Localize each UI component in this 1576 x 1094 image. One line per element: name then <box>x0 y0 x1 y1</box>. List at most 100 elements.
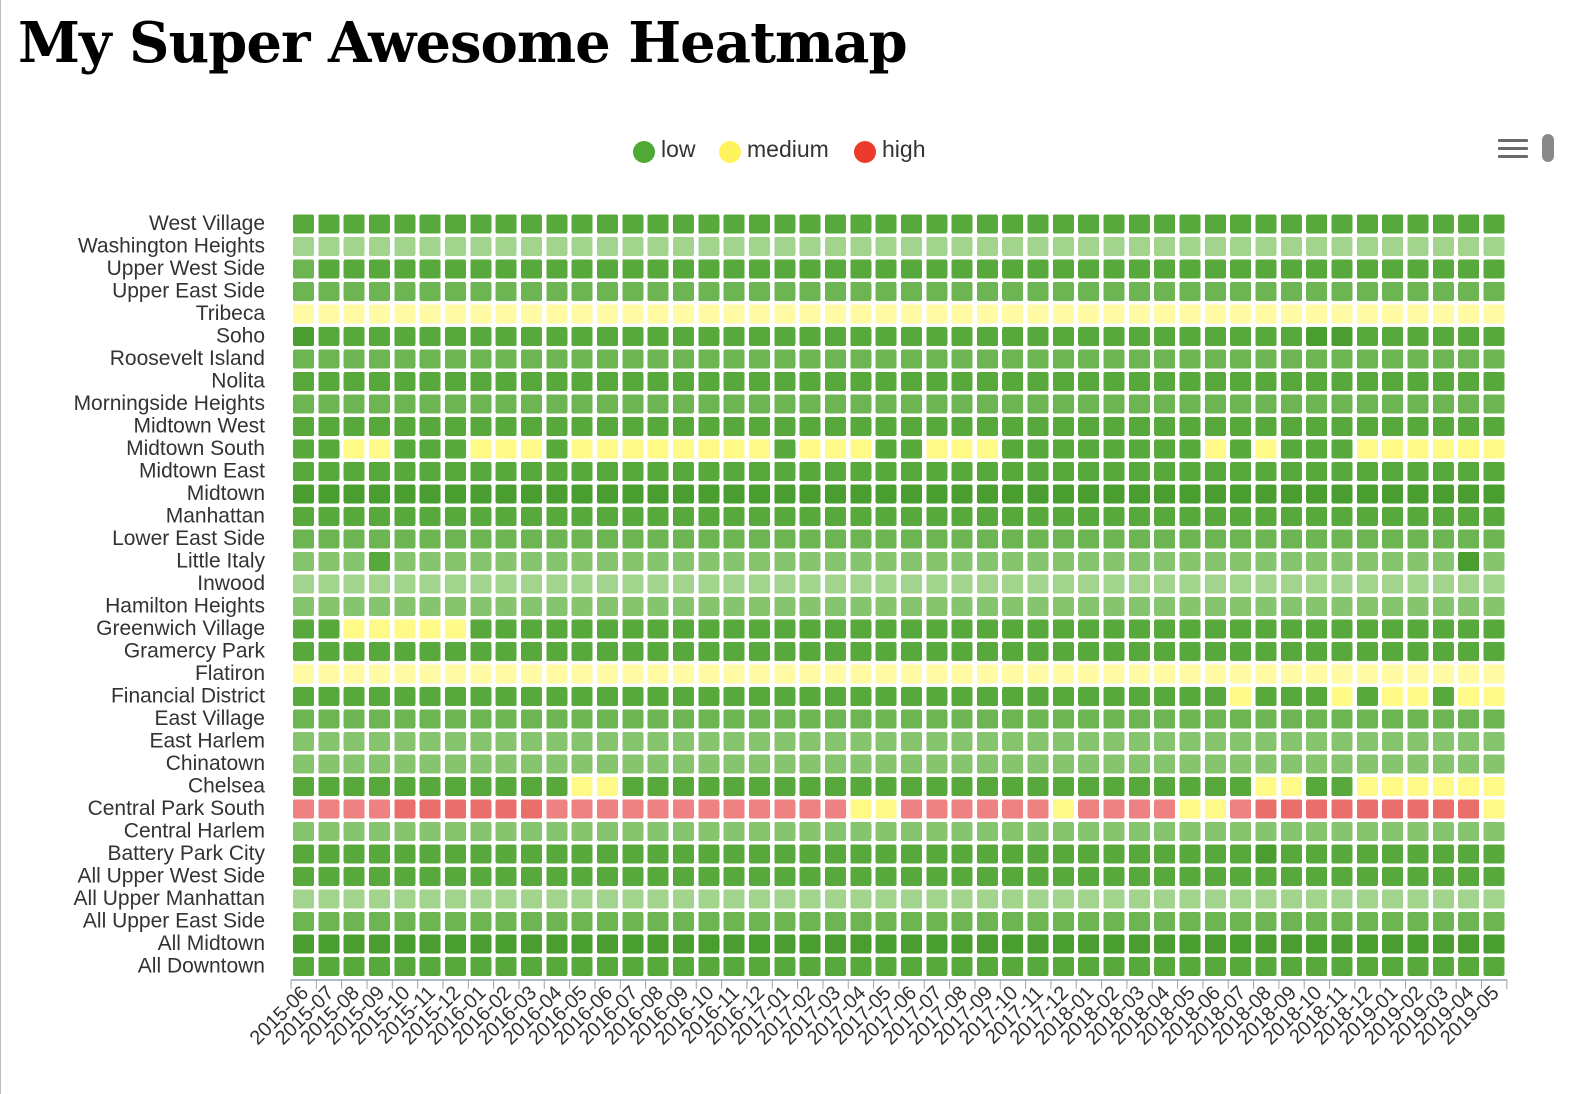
heatmap-cell[interactable] <box>1458 439 1480 459</box>
heatmap-cell[interactable] <box>1154 214 1176 234</box>
heatmap-cell[interactable] <box>444 597 466 616</box>
heatmap-cell[interactable] <box>698 507 720 526</box>
heatmap-cell[interactable] <box>368 439 390 459</box>
heatmap-cell[interactable] <box>1331 619 1353 639</box>
heatmap-cell[interactable] <box>1382 664 1404 684</box>
heatmap-cell[interactable] <box>1255 912 1277 931</box>
heatmap-cell[interactable] <box>647 552 669 571</box>
heatmap-cell[interactable] <box>723 282 745 301</box>
heatmap-cell[interactable] <box>293 777 314 796</box>
heatmap-cell[interactable] <box>520 867 542 886</box>
heatmap-cell[interactable] <box>520 912 542 931</box>
heatmap-cell[interactable] <box>444 529 466 549</box>
heatmap-cell[interactable] <box>900 574 922 594</box>
heatmap-cell[interactable] <box>1382 619 1404 639</box>
heatmap-cell[interactable] <box>495 462 517 481</box>
heatmap-cell[interactable] <box>672 709 694 729</box>
legend-label-medium[interactable]: medium <box>747 136 829 162</box>
heatmap-cell[interactable] <box>1052 484 1074 504</box>
heatmap-cell[interactable] <box>850 867 872 886</box>
heatmap-cell[interactable] <box>926 597 948 616</box>
heatmap-cell[interactable] <box>1255 552 1277 571</box>
heatmap-cell[interactable] <box>394 327 416 346</box>
heatmap-cell[interactable] <box>850 304 872 324</box>
heatmap-cell[interactable] <box>1483 372 1505 391</box>
heatmap-cell[interactable] <box>546 214 568 234</box>
heatmap-cell[interactable] <box>419 777 441 796</box>
heatmap-cell[interactable] <box>1280 889 1302 909</box>
heatmap-cell[interactable] <box>698 349 720 369</box>
heatmap-cell[interactable] <box>1458 709 1480 729</box>
heatmap-cell[interactable] <box>951 889 973 909</box>
heatmap-cell[interactable] <box>748 507 770 526</box>
heatmap-cell[interactable] <box>1483 597 1505 616</box>
heatmap-cell[interactable] <box>774 844 796 864</box>
heatmap-cell[interactable] <box>647 822 669 841</box>
heatmap-cell[interactable] <box>1052 237 1074 256</box>
heatmap-cell[interactable] <box>926 282 948 301</box>
heatmap-cell[interactable] <box>1128 709 1150 729</box>
heatmap-cell[interactable] <box>1027 799 1049 819</box>
heatmap-cell[interactable] <box>1052 349 1074 369</box>
heatmap-cell[interactable] <box>1483 754 1505 774</box>
heatmap-cell[interactable] <box>1356 867 1378 886</box>
heatmap-cell[interactable] <box>1356 597 1378 616</box>
heatmap-cell[interactable] <box>1356 372 1378 391</box>
heatmap-cell[interactable] <box>1382 304 1404 324</box>
heatmap-cell[interactable] <box>293 912 314 931</box>
heatmap-cell[interactable] <box>774 552 796 571</box>
heatmap-cell[interactable] <box>824 912 846 931</box>
heatmap-cell[interactable] <box>1128 754 1150 774</box>
heatmap-cell[interactable] <box>470 664 492 684</box>
heatmap-cell[interactable] <box>1154 259 1176 279</box>
heatmap-cell[interactable] <box>647 462 669 481</box>
heatmap-cell[interactable] <box>647 754 669 774</box>
heatmap-cell[interactable] <box>1002 484 1024 504</box>
heatmap-cell[interactable] <box>1458 282 1480 301</box>
heatmap-cell[interactable] <box>470 777 492 796</box>
heatmap-cell[interactable] <box>546 282 568 301</box>
heatmap-cell[interactable] <box>774 822 796 841</box>
heatmap-cell[interactable] <box>293 957 314 976</box>
heatmap-cell[interactable] <box>799 394 821 414</box>
heatmap-cell[interactable] <box>293 439 314 459</box>
heatmap-cell[interactable] <box>571 552 593 571</box>
heatmap-cell[interactable] <box>1128 394 1150 414</box>
heatmap-cell[interactable] <box>318 439 340 459</box>
heatmap-cell[interactable] <box>976 687 998 706</box>
heatmap-cell[interactable] <box>419 732 441 751</box>
heatmap-cell[interactable] <box>520 934 542 954</box>
heatmap-cell[interactable] <box>571 822 593 841</box>
heatmap-cell[interactable] <box>1306 259 1328 279</box>
heatmap-cell[interactable] <box>1483 664 1505 684</box>
heatmap-cell[interactable] <box>774 327 796 346</box>
heatmap-cell[interactable] <box>926 574 948 594</box>
heatmap-cell[interactable] <box>951 372 973 391</box>
heatmap-cell[interactable] <box>1204 912 1226 931</box>
heatmap-cell[interactable] <box>1128 237 1150 256</box>
heatmap-cell[interactable] <box>1331 597 1353 616</box>
heatmap-cell[interactable] <box>748 822 770 841</box>
heatmap-cell[interactable] <box>1204 687 1226 706</box>
heatmap-cell[interactable] <box>546 484 568 504</box>
heatmap-cell[interactable] <box>546 507 568 526</box>
heatmap-cell[interactable] <box>748 484 770 504</box>
heatmap-cell[interactable] <box>1027 867 1049 886</box>
heatmap-cell[interactable] <box>698 664 720 684</box>
heatmap-cell[interactable] <box>1103 304 1125 324</box>
heatmap-cell[interactable] <box>1002 957 1024 976</box>
heatmap-cell[interactable] <box>748 259 770 279</box>
heatmap-cell[interactable] <box>1331 867 1353 886</box>
heatmap-cell[interactable] <box>1255 687 1277 706</box>
heatmap-cell[interactable] <box>293 237 314 256</box>
heatmap-cell[interactable] <box>1002 597 1024 616</box>
heatmap-cell[interactable] <box>875 799 897 819</box>
heatmap-cell[interactable] <box>571 259 593 279</box>
heatmap-cell[interactable] <box>1179 799 1201 819</box>
heatmap-cell[interactable] <box>1128 552 1150 571</box>
heatmap-cell[interactable] <box>672 844 694 864</box>
heatmap-cell[interactable] <box>394 237 416 256</box>
heatmap-cell[interactable] <box>698 282 720 301</box>
heatmap-cell[interactable] <box>824 642 846 661</box>
heatmap-cell[interactable] <box>1154 484 1176 504</box>
